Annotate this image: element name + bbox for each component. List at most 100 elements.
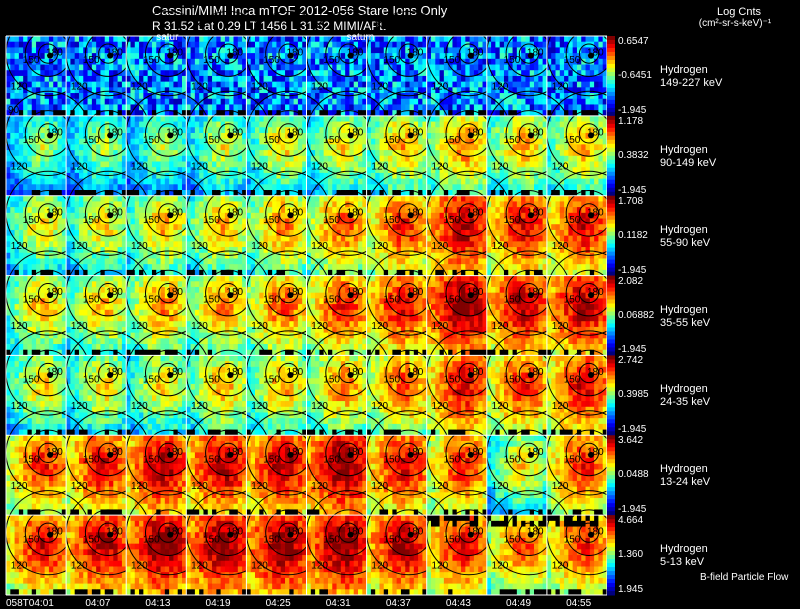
b-field-marker	[227, 52, 234, 59]
contour-label: 180	[106, 527, 123, 538]
b-field-marker	[407, 292, 414, 299]
contour-label: 120	[492, 82, 509, 93]
pitch-angle-contour	[578, 283, 600, 304]
contour-label: 150	[564, 454, 581, 465]
energy-label: 35-55 keV	[660, 316, 711, 329]
color-bar-value: -1.945	[618, 264, 647, 276]
energy-label: 90-149 keV	[660, 156, 717, 169]
pitch-angle-contour	[578, 43, 600, 64]
contour-label: 120	[251, 561, 268, 572]
b-field-marker	[47, 212, 54, 219]
contour-label: 180	[287, 207, 304, 218]
b-field-marker	[588, 531, 594, 538]
sky-map-panel: 180 150 120	[245, 11, 332, 117]
contour-label: 150	[83, 454, 100, 465]
b-field-marker	[527, 212, 534, 219]
pitch-angle-contour	[158, 362, 179, 384]
contour-label: 180	[527, 527, 544, 538]
species-energy-label: Hydrogen 35-55 keV	[660, 304, 710, 330]
contour-label: 150	[564, 55, 581, 66]
color-bar	[607, 355, 615, 436]
contour-label: 120	[552, 321, 569, 332]
contour-label: 150	[564, 534, 581, 545]
contour-label: 150	[323, 534, 340, 545]
b-field-marker	[467, 292, 474, 299]
contour-label: 180	[527, 367, 544, 378]
species-label: Hydrogen	[660, 143, 708, 156]
sky-map-panel: 180 150 120	[5, 250, 91, 356]
pitch-angle-contour	[218, 43, 239, 64]
contour-label: 180	[166, 367, 183, 378]
pitch-angle-contour	[278, 283, 299, 304]
pitch-angle-contour	[38, 43, 59, 64]
contour-label: 150	[143, 534, 160, 545]
contour-label: 120	[552, 241, 569, 252]
color-bar-value: 1.708	[618, 195, 644, 207]
color-bar-value: 0.1182	[618, 229, 648, 241]
contour-label: 120	[311, 161, 328, 172]
sky-map-panel: 180 150 120	[306, 410, 392, 516]
sky-map-panel: 180 150 120	[306, 90, 392, 197]
energy-label: 5-13 keV	[660, 556, 705, 569]
contour-label: 180	[106, 447, 123, 458]
b-field-marker	[107, 451, 114, 458]
contour-label: 150	[564, 295, 581, 306]
b-field-marker	[527, 292, 534, 299]
pitch-angle-contour	[98, 522, 119, 543]
contour-label: 150	[323, 55, 340, 66]
contour-label: 180	[226, 287, 243, 298]
contour-label: 120	[311, 401, 328, 412]
b-field-marker	[107, 372, 114, 378]
b-field-marker	[347, 52, 354, 59]
sky-map-panel: 180 150 120	[5, 170, 91, 276]
sky-map-panel: 180 150 120	[546, 170, 632, 276]
sky-map-panel: 180 150 120	[426, 90, 512, 197]
contour-label: 180	[467, 367, 484, 378]
contour-label: 180	[287, 127, 304, 138]
time-tick-label: 04:49	[506, 598, 532, 609]
contour-label: 120	[311, 481, 328, 492]
contour-label: 150	[504, 135, 521, 146]
contour-label: 150	[23, 215, 40, 226]
contour-label: 180	[287, 447, 304, 458]
pitch-angle-contour	[278, 522, 299, 543]
contour-label: 150	[444, 534, 461, 545]
contour-label: 180	[226, 207, 243, 218]
contour-label: 120	[311, 321, 328, 332]
contour-label: 180	[347, 287, 364, 298]
contour-label: 180	[467, 527, 484, 538]
contour-label: 120	[432, 481, 449, 492]
pitch-angle-contour	[218, 203, 239, 224]
contour-label: 120	[71, 321, 88, 332]
color-bar-value: -1.945	[618, 504, 647, 516]
species-energy-label: Hydrogen 5-13 keV	[660, 543, 708, 569]
pitch-angle-contour	[458, 43, 479, 64]
contour-label: 120	[131, 401, 148, 412]
b-field-marker	[167, 52, 174, 59]
contour-label: 150	[564, 375, 581, 386]
sky-map-panel: 180 150 120	[486, 11, 572, 117]
footer-label: B-field Particle Flow	[700, 572, 789, 583]
contour-label: 150	[263, 215, 280, 226]
contour-label: 150	[263, 375, 280, 386]
sky-map-panel: 180 150 120	[185, 90, 271, 197]
b-field-marker	[347, 212, 354, 219]
pitch-angle-contour	[218, 442, 239, 463]
pitch-angle-contour	[278, 203, 299, 224]
sky-map-panel: 180 150 120	[65, 410, 151, 516]
contour-label: 120	[251, 321, 268, 332]
contour-label: 120	[191, 561, 208, 572]
sky-map-panel: 180 150 120	[546, 490, 632, 596]
contour-label: 180	[407, 527, 424, 538]
pitch-angle-contour	[398, 442, 419, 463]
contour-label: 120	[371, 561, 388, 572]
contour-label: 150	[143, 55, 160, 66]
b-field-marker	[347, 292, 354, 299]
species-energy-label: Hydrogen 90-149 keV	[660, 144, 716, 170]
pitch-angle-contour	[38, 522, 59, 543]
sky-map-panel: 180 150 120	[426, 11, 512, 117]
contour-label: 150	[383, 295, 400, 306]
pitch-angle-contour	[338, 43, 359, 64]
sky-map-panel: 180 150 120	[125, 250, 211, 356]
b-field-marker	[407, 451, 414, 458]
